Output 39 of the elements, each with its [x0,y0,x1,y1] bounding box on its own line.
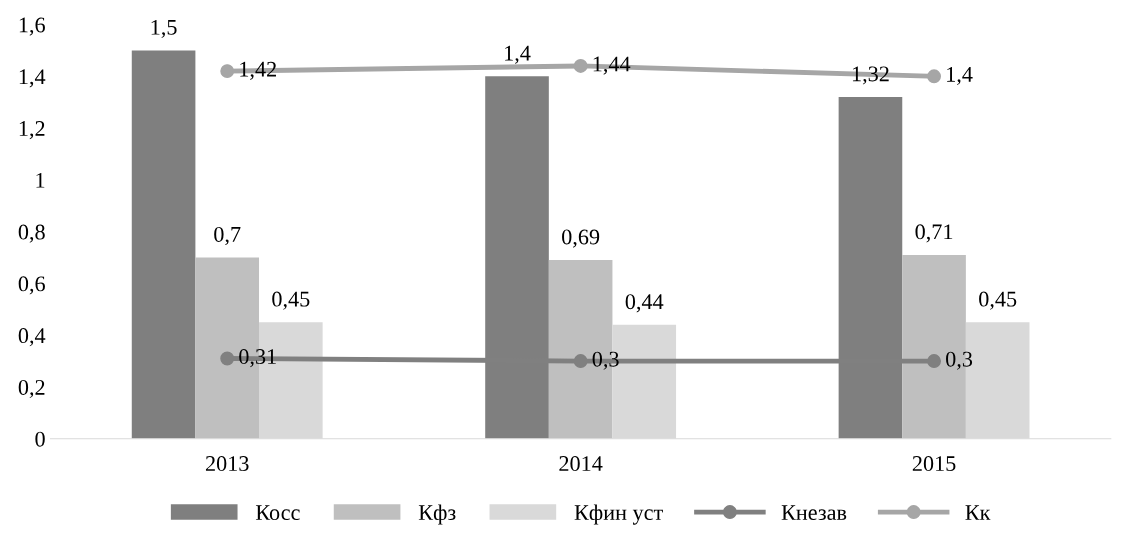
y-tick-label: 1 [36,172,45,188]
y-tick-label: 0 [35,431,45,447]
x-tick-label: 2015 [912,456,956,472]
data-label: 1,42 [240,61,276,80]
data-label: 0,3 [592,351,619,370]
point [220,351,235,366]
bar [131,50,196,439]
data-label: 0,3 [946,351,973,370]
data-label: 1,32 [852,66,889,85]
data-label: 1,4 [947,66,973,86]
y-tick-label: 0,8 [18,224,45,243]
data-label: 0,31 [239,349,276,368]
data-label: 0,71 [915,224,953,243]
legend-label: Кнезав [781,505,847,521]
x-tick-label: 2014 [559,456,603,472]
x-tick-label: 2013 [205,456,249,472]
legend-label: Кфин уст [574,504,663,525]
data-label: 0,44 [625,294,664,313]
y-tick-label: 0,2 [18,379,45,399]
legend-label: Косс [255,505,300,521]
legend-label: Кфз [418,504,456,525]
data-label: 0,7 [214,226,241,246]
point [220,64,235,79]
data-label: 0,45 [979,291,1017,310]
point [573,59,588,73]
data-label: 1,5 [151,19,177,38]
data-label: 0,45 [272,291,310,310]
data-label: 1,4 [505,45,531,64]
data-label: 0,69 [562,229,600,248]
y-tick-label: 1,4 [19,69,46,88]
y-tick-label: 1,6 [19,17,45,36]
point [927,69,942,84]
y-tick-label: 1,2 [19,121,45,140]
y-tick-label: 0,4 [18,328,46,347]
point [573,354,588,369]
data-label: 1,44 [593,56,631,75]
point [927,354,942,369]
legend-label: Кк [965,505,991,520]
y-tick-label: 0,6 [18,276,45,295]
